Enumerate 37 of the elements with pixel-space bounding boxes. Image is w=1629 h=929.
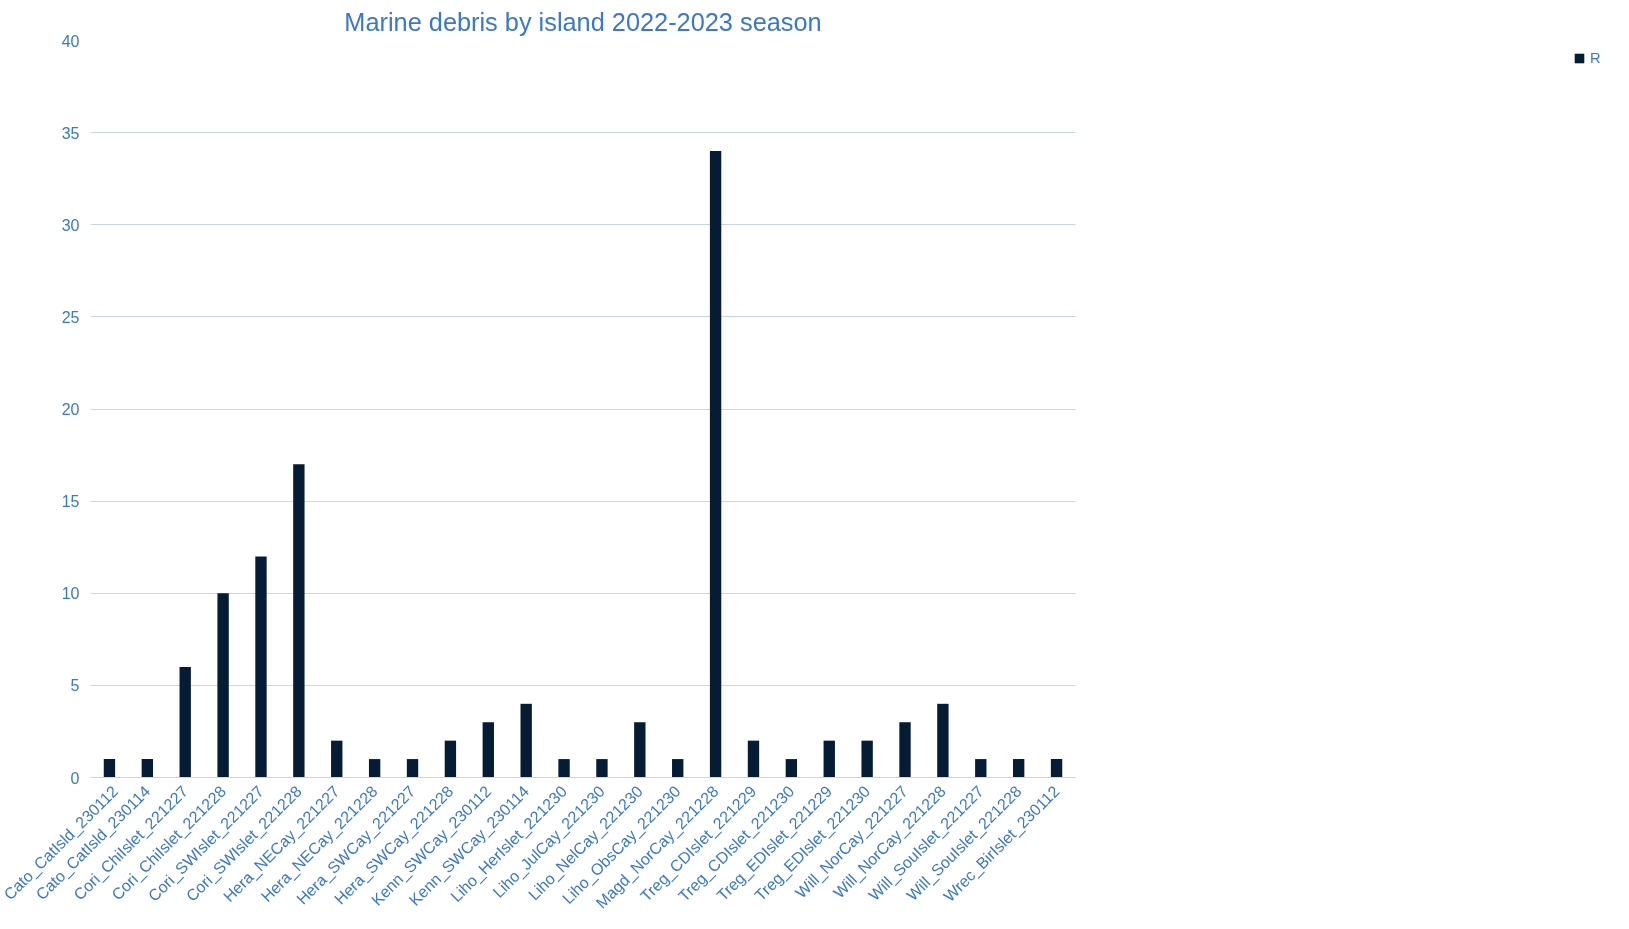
bar	[861, 740, 873, 778]
y-tick-label: 40	[61, 32, 80, 50]
y-tick-label: 10	[61, 585, 80, 603]
y-tick-label: 5	[70, 677, 80, 695]
bar	[899, 722, 911, 778]
bar	[406, 759, 419, 778]
bar	[975, 759, 987, 778]
bar	[634, 722, 646, 778]
bar	[823, 740, 835, 778]
y-tick-label: 25	[61, 308, 80, 326]
chart-title: Marine debris by island 2022-2023 season	[344, 7, 822, 36]
bar	[293, 464, 305, 778]
bar	[482, 722, 494, 778]
bar	[217, 593, 229, 778]
bar	[747, 740, 760, 778]
bar	[672, 759, 684, 778]
bar	[141, 759, 154, 778]
bar	[1050, 759, 1063, 778]
y-tick-label: 20	[61, 401, 80, 418]
bar	[1012, 759, 1025, 778]
bar	[709, 151, 722, 778]
y-tick-label: 30	[61, 216, 80, 234]
bar	[444, 740, 457, 778]
y-tick-label: 35	[61, 124, 80, 142]
bar	[331, 740, 343, 778]
bar	[558, 759, 570, 778]
bar	[368, 759, 381, 778]
bar	[596, 759, 608, 778]
legend-label: R	[1590, 50, 1602, 66]
y-tick-label: 15	[61, 493, 80, 511]
bar	[255, 556, 267, 778]
bar	[785, 759, 798, 778]
y-tick-label: 0	[70, 769, 80, 787]
bar	[520, 703, 532, 778]
bar	[103, 759, 116, 778]
bar	[179, 666, 191, 778]
bar	[937, 703, 949, 778]
